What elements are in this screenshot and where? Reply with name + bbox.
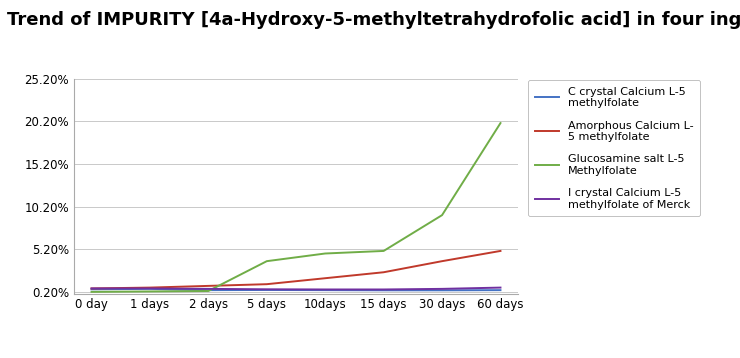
Glucosamine salt L-5
Methylfolate (379, 249, 388, 253)
C crystal Calcium L-5
methylfolate (263, 288, 272, 292)
I crystal Calcium L-5
methylfolate of Merck (437, 287, 446, 291)
Glucosamine salt L-5
Methylfolate (204, 289, 213, 293)
C crystal Calcium L-5
methylfolate (204, 288, 213, 292)
Line: Amorphous Calcium L-
5 methylfolate: Amorphous Calcium L- 5 methylfolate (92, 251, 500, 289)
Line: Glucosamine salt L-5
Methylfolate: Glucosamine salt L-5 Methylfolate (92, 123, 500, 292)
C crystal Calcium L-5
methylfolate (320, 288, 329, 292)
C crystal Calcium L-5
methylfolate (87, 287, 96, 291)
C crystal Calcium L-5
methylfolate (379, 288, 388, 292)
Amorphous Calcium L-
5 methylfolate (263, 282, 272, 286)
Glucosamine salt L-5
Methylfolate (87, 290, 96, 294)
I crystal Calcium L-5
methylfolate of Merck (379, 287, 388, 292)
I crystal Calcium L-5
methylfolate of Merck (87, 286, 96, 291)
Amorphous Calcium L-
5 methylfolate (146, 285, 155, 290)
Glucosamine salt L-5
Methylfolate (146, 289, 155, 294)
Amorphous Calcium L-
5 methylfolate (320, 276, 329, 280)
Amorphous Calcium L-
5 methylfolate (437, 259, 446, 263)
I crystal Calcium L-5
methylfolate of Merck (320, 287, 329, 292)
Amorphous Calcium L-
5 methylfolate (204, 284, 213, 288)
Glucosamine salt L-5
Methylfolate (437, 213, 446, 217)
Amorphous Calcium L-
5 methylfolate (496, 249, 505, 253)
C crystal Calcium L-5
methylfolate (146, 287, 155, 291)
Legend: C crystal Calcium L-5
methylfolate, Amorphous Calcium L-
5 methylfolate, Glucosa: C crystal Calcium L-5 methylfolate, Amor… (528, 80, 700, 217)
Line: C crystal Calcium L-5
methylfolate: C crystal Calcium L-5 methylfolate (92, 289, 500, 290)
Amorphous Calcium L-
5 methylfolate (379, 270, 388, 274)
I crystal Calcium L-5
methylfolate of Merck (146, 286, 155, 291)
Amorphous Calcium L-
5 methylfolate (87, 286, 96, 291)
C crystal Calcium L-5
methylfolate (437, 288, 446, 292)
I crystal Calcium L-5
methylfolate of Merck (496, 285, 505, 290)
Text: Trend of IMPURITY [4a-Hydroxy-5-methyltetrahydrofolic acid] in four ingredients: Trend of IMPURITY [4a-Hydroxy-5-methylte… (7, 11, 740, 29)
Glucosamine salt L-5
Methylfolate (496, 121, 505, 125)
Line: I crystal Calcium L-5
methylfolate of Merck: I crystal Calcium L-5 methylfolate of Me… (92, 287, 500, 290)
Glucosamine salt L-5
Methylfolate (320, 251, 329, 256)
I crystal Calcium L-5
methylfolate of Merck (263, 287, 272, 291)
I crystal Calcium L-5
methylfolate of Merck (204, 287, 213, 291)
Glucosamine salt L-5
Methylfolate (263, 259, 272, 263)
C crystal Calcium L-5
methylfolate (496, 288, 505, 292)
